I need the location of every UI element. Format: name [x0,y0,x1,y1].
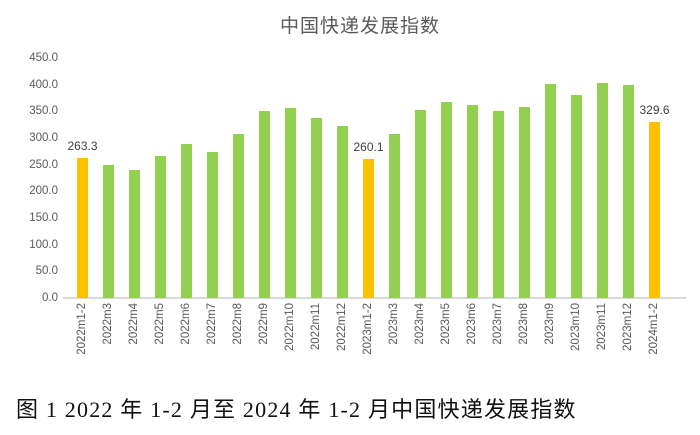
y-axis-tick-label: 450.0 [29,52,58,64]
bar-2023m12 [623,85,634,298]
bar-value-label: 329.6 [639,103,670,118]
bar-2023m10 [571,94,582,298]
x-axis-tick-label: 2022m4 [128,303,140,345]
y-axis-tick-label: 300.0 [29,132,58,144]
bar-2023m6 [467,104,478,298]
bar-2023m4 [415,109,426,298]
y-axis-tick-label: 250.0 [29,158,58,171]
bar-value-label: 263.3 [67,138,98,153]
x-axis-line [63,297,686,299]
figure-caption: 图 1 2022 年 1-2 月至 2024 年 1-2 月中国快递发展指数 [16,397,577,422]
x-axis-tick-label: 2022m8 [232,303,244,345]
bar-2022m5 [155,156,166,298]
x-axis-tick-label: 2022m9 [258,303,270,345]
bar-2023m9 [545,83,556,298]
bar-2022m11 [311,118,322,298]
x-axis-tick-label: 2023m3 [388,303,400,345]
x-axis-tick-label: 2022m12 [336,303,348,351]
x-axis-tick-label: 2023m10 [570,303,582,351]
x-axis-tick-label: 2023m7 [492,303,504,345]
bar-2022m4 [129,170,140,298]
bar-2022m10 [285,108,296,298]
bar-2023m7 [493,111,504,298]
bar-2024m1-2 [649,122,660,298]
chart-title: 中国快递发展指数 [279,16,440,37]
bar-2022m1-2 [77,157,88,298]
x-axis-tick-label: 2023m1-2 [362,303,374,355]
bar-2022m6 [181,144,192,298]
y-axis-tick-label: 0.0 [42,292,58,304]
bar-2023m8 [519,107,530,298]
y-axis-tick-label: 350.0 [29,105,58,118]
x-axis-tick-label: 2023m5 [440,303,452,345]
bar-2023m11 [597,83,608,298]
x-axis-tick-label: 2023m6 [466,303,478,345]
x-axis-tick-label: 2023m11 [596,303,608,351]
y-axis-tick-label: 150.0 [29,212,58,224]
x-axis-tick-label: 2022m1-2 [76,303,88,355]
x-axis-tick-label: 2024m1-2 [648,303,660,355]
y-axis-tick-label: 400.0 [29,78,58,91]
bar-2022m3 [103,164,114,298]
bar-value-label: 260.1 [353,140,384,155]
bar-2023m3 [389,134,400,298]
x-axis-tick-label: 2023m12 [622,303,634,351]
bar-2023m5 [441,101,452,298]
x-axis-tick-label: 2022m3 [102,303,114,345]
bar-2022m12 [337,125,348,298]
y-axis-tick-label: 100.0 [29,238,58,251]
x-axis-tick-label: 2022m6 [180,303,192,345]
x-axis-tick-label: 2023m4 [414,303,426,345]
x-axis-tick-label: 2022m5 [154,303,166,345]
y-axis-tick-label: 200.0 [29,185,58,198]
bar-2022m8 [233,134,244,298]
bar-2022m7 [207,152,218,298]
y-axis-tick-label: 50.0 [35,265,58,278]
x-axis-tick-label: 2022m11 [310,303,322,351]
x-axis-tick-label: 2023m8 [518,303,530,345]
bar-2022m9 [259,111,270,298]
x-axis-tick-label: 2022m10 [284,303,296,351]
bar-2023m1-2 [363,159,374,298]
x-axis-tick-label: 2023m9 [544,303,556,345]
x-axis-tick-label: 2022m7 [206,303,218,345]
